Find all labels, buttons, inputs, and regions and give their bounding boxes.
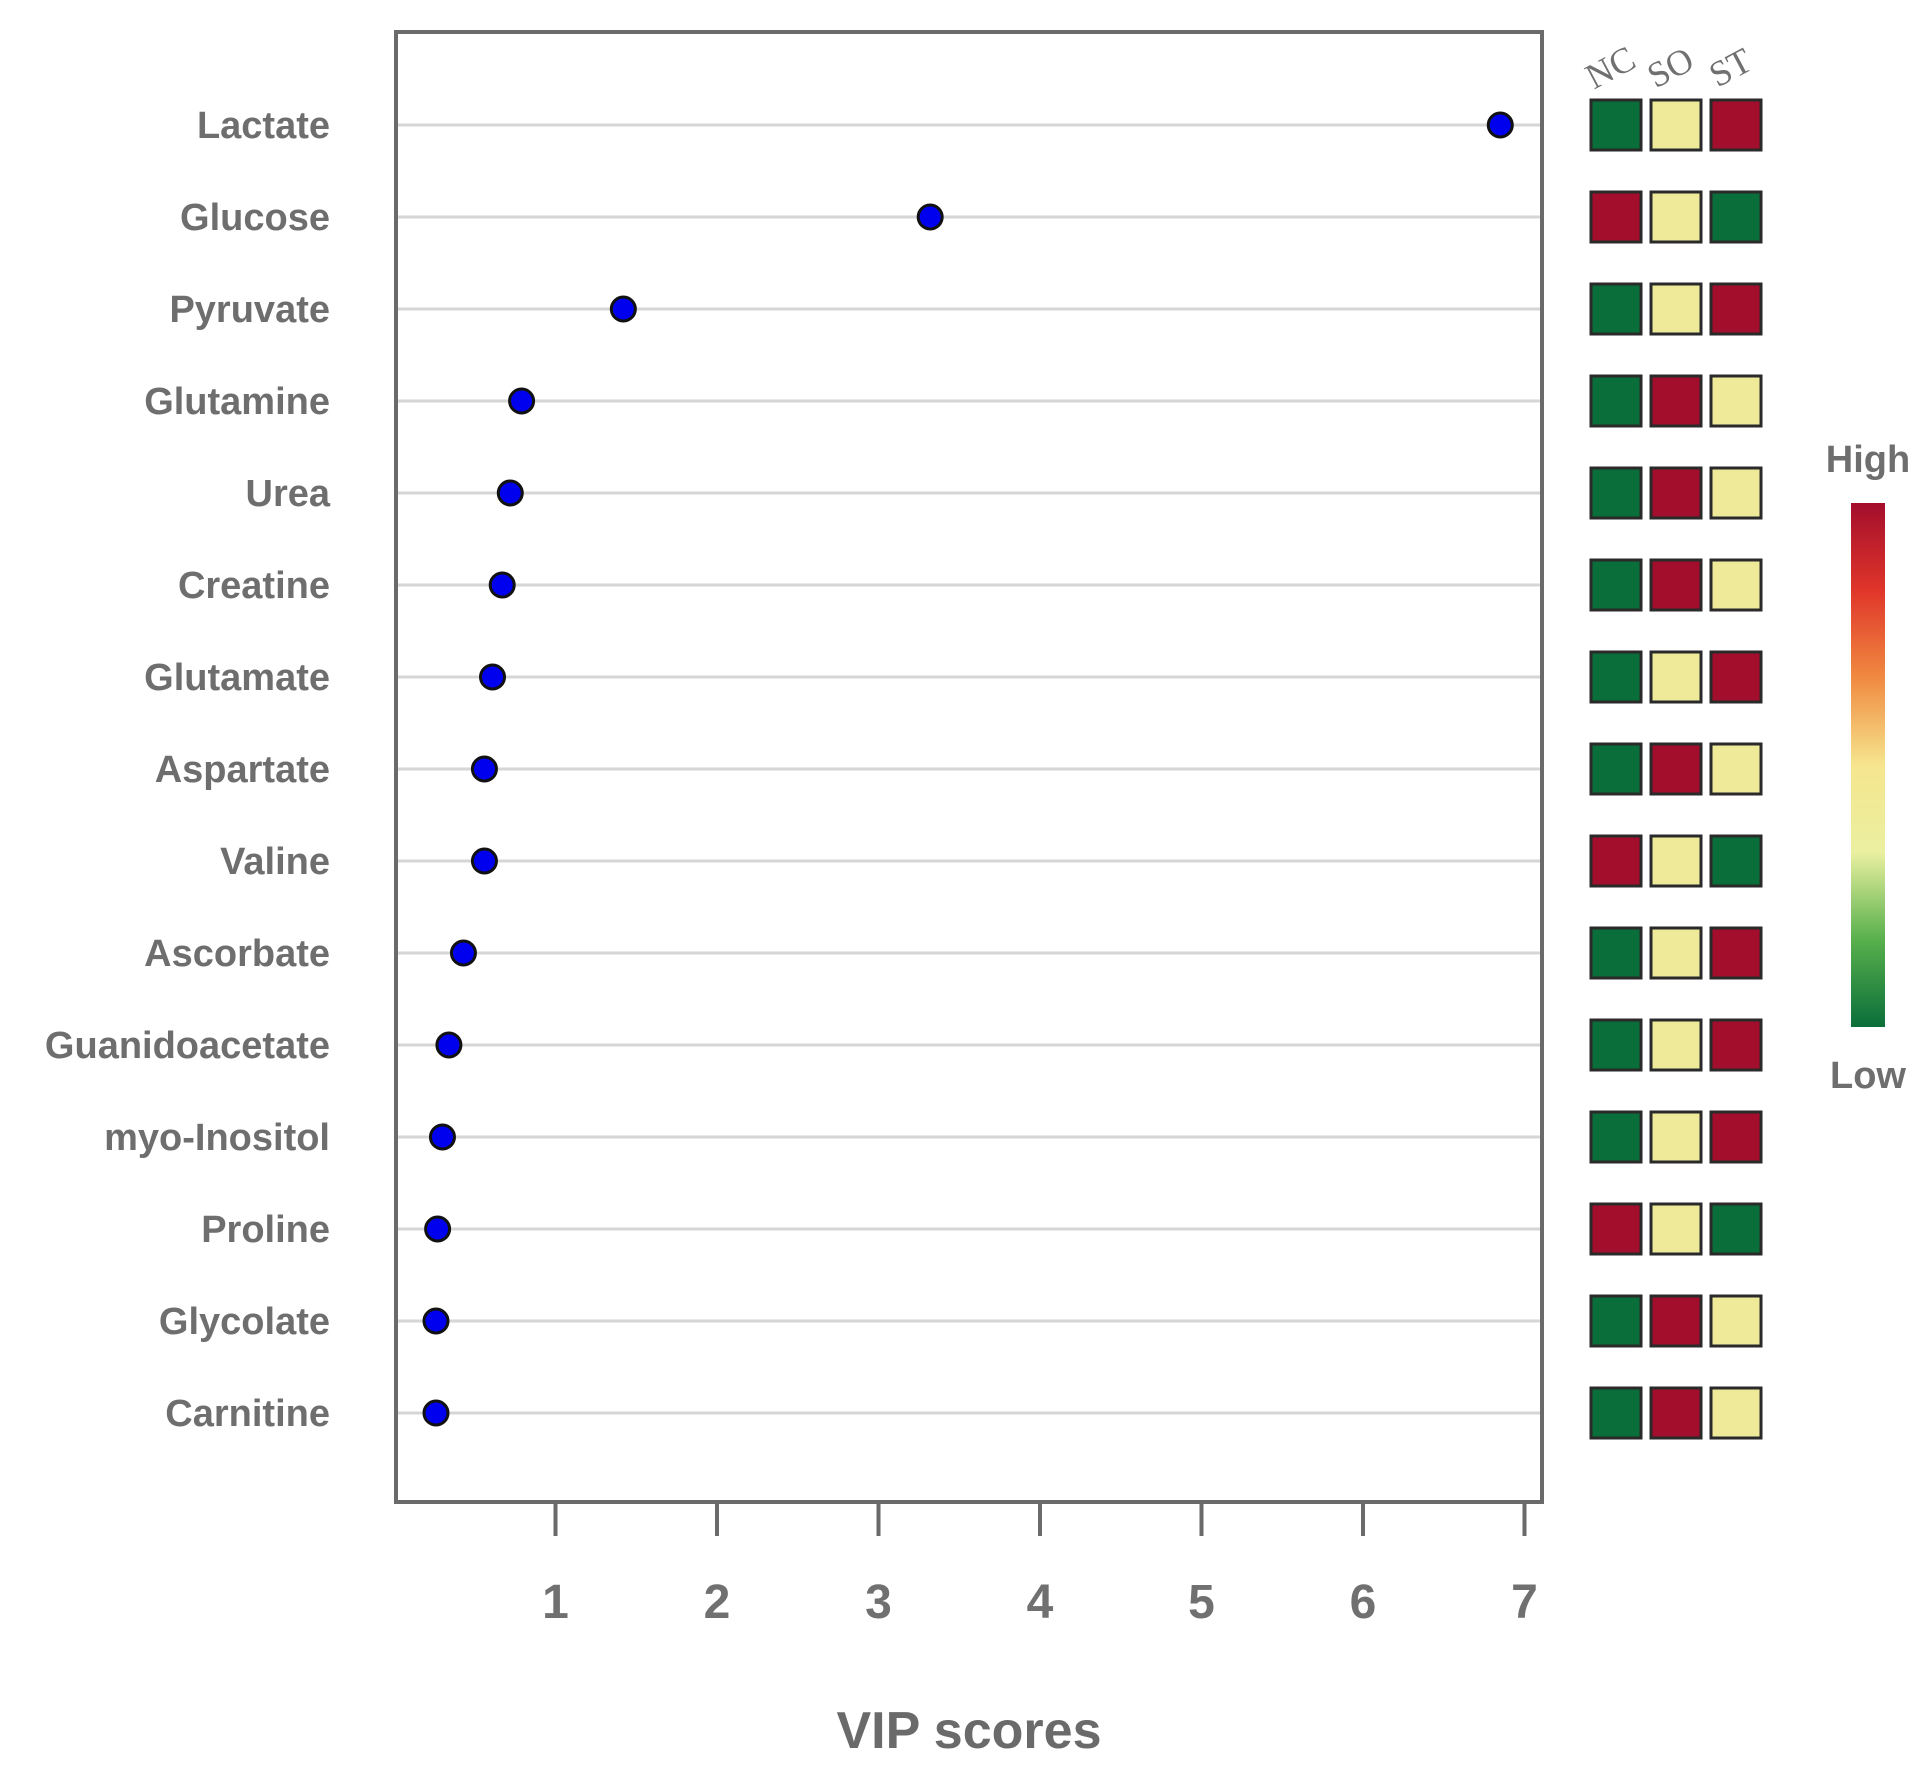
vip-point (422, 1307, 450, 1335)
metabolite-label: Pyruvate (169, 289, 330, 331)
vip-points (422, 111, 1514, 1427)
heatmap-cell (1589, 1110, 1643, 1164)
heatmap-cell (1709, 466, 1763, 520)
metabolite-label: Glucose (180, 197, 330, 239)
heatmap-cell (1709, 374, 1763, 428)
vip-point (496, 479, 524, 507)
x-axis: 1 2 3 4 5 6 7 (542, 1502, 1538, 1629)
x-tick-label: 5 (1188, 1576, 1215, 1629)
color-scale-low-label: Low (1830, 1055, 1906, 1097)
heatmap-cell (1709, 282, 1763, 336)
heatmap-cell (1709, 742, 1763, 796)
vip-point (470, 755, 498, 783)
metabolite-label: Guanidoacetate (45, 1025, 330, 1067)
heatmap-cell (1589, 834, 1643, 888)
vip-point (1486, 111, 1514, 139)
heatmap-cell (1589, 1202, 1643, 1256)
heatmap-cell (1649, 650, 1703, 704)
x-tick-label: 6 (1350, 1576, 1377, 1629)
heatmap-cell (1709, 1202, 1763, 1256)
x-tick-label: 3 (865, 1576, 892, 1629)
metabolite-labels: Lactate Glucose Pyruvate Glutamine Urea Creat… (45, 105, 331, 1435)
vip-point (424, 1215, 452, 1243)
vip-point (479, 663, 507, 691)
metabolite-label: Glutamine (144, 381, 330, 423)
group-label: ST (1702, 40, 1758, 95)
heatmap-cell (1709, 1294, 1763, 1348)
heatmap-cell (1589, 650, 1643, 704)
color-scale-legend: High Low (1826, 439, 1910, 1097)
heatmap-cell (1709, 1018, 1763, 1072)
vip-point (488, 571, 516, 599)
heatmap-cell (1709, 926, 1763, 980)
metabolite-label: Proline (201, 1209, 330, 1251)
x-tick-label: 1 (542, 1576, 569, 1629)
heatmap-cell (1649, 466, 1703, 520)
vip-point (916, 203, 944, 231)
heatmap-cell (1649, 282, 1703, 336)
x-tick-label: 4 (1027, 1576, 1054, 1629)
heatmap-cell (1649, 742, 1703, 796)
group-label: SO (1641, 39, 1700, 96)
metabolite-label: Creatine (178, 565, 330, 607)
heatmap-cell (1709, 98, 1763, 152)
heatmap-cell (1649, 926, 1703, 980)
heatmap-cell (1709, 1386, 1763, 1440)
group-label: NC (1579, 38, 1642, 97)
metabolite-label: Valine (220, 841, 330, 883)
heatmap-cell (1709, 190, 1763, 244)
heatmap-cell (1709, 834, 1763, 888)
vip-point (609, 295, 637, 323)
color-scale-bar (1851, 503, 1885, 1027)
heatmap-cell (1709, 650, 1763, 704)
metabolite-label: Glycolate (159, 1301, 330, 1343)
heatmap-cell (1649, 1202, 1703, 1256)
heatmap-cell (1709, 558, 1763, 612)
metabolite-label: Lactate (197, 105, 330, 147)
plot-frame (394, 30, 1544, 1504)
heatmap-cell (1589, 1386, 1643, 1440)
vip-point (428, 1123, 456, 1151)
heatmap-cell (1589, 190, 1643, 244)
heatmap-cell (1589, 558, 1643, 612)
color-scale-high-label: High (1826, 439, 1910, 481)
heatmap-cell (1589, 282, 1643, 336)
vip-point (470, 847, 498, 875)
heatmap-cell (1649, 1294, 1703, 1348)
heatmap-cell (1649, 1110, 1703, 1164)
heatmap-cell (1649, 558, 1703, 612)
heatmap-cell (1589, 1018, 1643, 1072)
metabolite-label: Urea (246, 473, 331, 515)
heatmap-cell (1589, 98, 1643, 152)
vip-point (449, 939, 477, 967)
heatmap-cell (1589, 742, 1643, 796)
vip-point (508, 387, 536, 415)
metabolite-label: Glutamate (144, 657, 330, 699)
heatmap-cell (1649, 190, 1703, 244)
heatmap-cell (1649, 834, 1703, 888)
x-tick-label: 7 (1511, 1576, 1538, 1629)
gridlines (396, 123, 1542, 1415)
heatmap-cell (1709, 1110, 1763, 1164)
heatmap-cell (1649, 374, 1703, 428)
metabolite-label: Aspartate (155, 749, 330, 791)
heatmap-cell (1649, 1386, 1703, 1440)
x-axis-title: VIP scores (836, 1702, 1101, 1760)
vip-point (435, 1031, 463, 1059)
metabolite-label: Carnitine (165, 1393, 330, 1435)
heatmap-cell (1589, 374, 1643, 428)
heatmap-cell (1589, 926, 1643, 980)
metabolite-label: Ascorbate (144, 933, 330, 975)
metabolite-label: myo-Inositol (104, 1117, 330, 1159)
vip-point (422, 1399, 450, 1427)
heatmap-cell (1589, 466, 1643, 520)
x-tick-label: 2 (704, 1576, 731, 1629)
heatmap-cell (1649, 1018, 1703, 1072)
group-heatmap (1589, 98, 1763, 1440)
heatmap-cell (1589, 1294, 1643, 1348)
heatmap-cell (1649, 98, 1703, 152)
